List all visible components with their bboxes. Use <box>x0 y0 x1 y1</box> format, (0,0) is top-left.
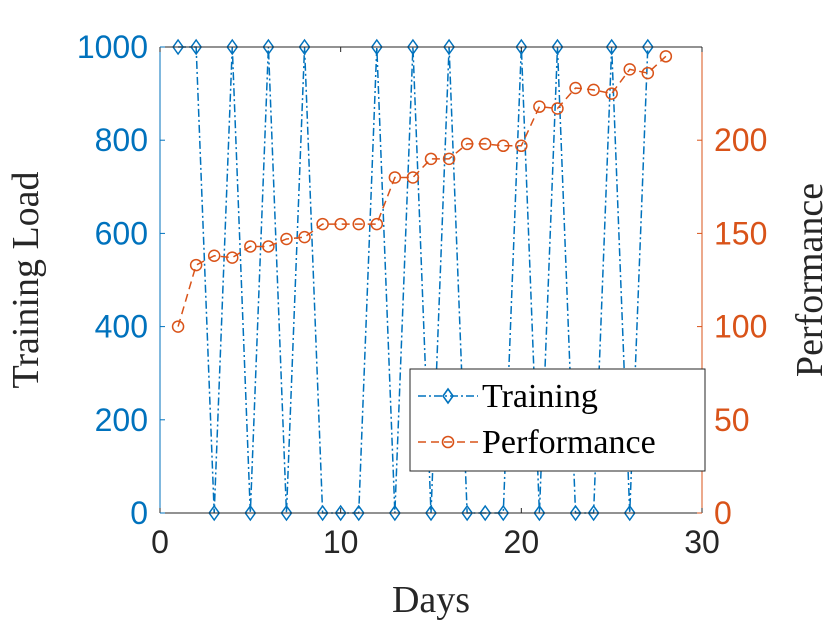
performance-point <box>280 232 293 246</box>
performance-point <box>226 251 239 264</box>
performance-point <box>370 217 384 231</box>
training-point <box>388 504 401 522</box>
training-point <box>479 504 492 522</box>
y-axis-left-label: Training Load <box>5 171 47 388</box>
performance-point <box>659 50 673 63</box>
training-point <box>425 504 437 522</box>
training-point <box>515 38 528 56</box>
performance-point <box>244 240 257 253</box>
performance-point <box>406 171 420 184</box>
performance-point <box>352 217 365 231</box>
training-point <box>172 38 184 56</box>
training-point <box>461 504 474 522</box>
legend-box <box>409 368 706 472</box>
performance-point <box>533 100 546 113</box>
training-point <box>569 504 582 522</box>
x-axis-label: Days <box>392 579 470 621</box>
legend-training-diamond <box>442 387 454 405</box>
legend: Training Performance <box>409 368 706 472</box>
y-left-tick-label: 0 <box>130 495 148 531</box>
legend-performance-circle <box>441 435 455 449</box>
training-point <box>190 38 203 56</box>
performance-point <box>388 171 402 184</box>
x-tick-label: 20 <box>504 524 540 560</box>
performance-point <box>316 217 329 231</box>
training-series-line <box>178 46 649 514</box>
x-tick-label: 30 <box>684 524 720 560</box>
performance-point <box>497 139 510 153</box>
performance-point <box>334 217 347 231</box>
performance-point <box>515 139 528 153</box>
training-point <box>443 38 455 56</box>
training-point <box>533 504 546 522</box>
y-right-tick-label: 50 <box>714 402 750 438</box>
y-axis-right-label: Performance <box>789 183 831 377</box>
legend-training-label: Training <box>482 378 598 415</box>
performance-point <box>551 102 564 115</box>
y-right-tick-label: 100 <box>714 309 767 345</box>
performance-point <box>442 152 456 166</box>
training-point <box>551 38 564 56</box>
training-point <box>280 504 293 522</box>
y-right-tick-label: 0 <box>714 495 732 531</box>
training-point <box>298 38 311 56</box>
training-point <box>605 38 618 56</box>
y-right-tick-label: 200 <box>714 122 767 158</box>
training-point <box>244 504 257 522</box>
performance-point <box>569 81 582 95</box>
performance-point <box>587 83 600 97</box>
training-point <box>407 38 419 56</box>
training-point <box>226 38 239 56</box>
y-left-tick-label: 400 <box>95 309 148 345</box>
performance-point <box>171 320 185 333</box>
training-point <box>497 504 510 522</box>
training-point <box>370 38 383 56</box>
y-left-tick-label: 600 <box>95 215 148 251</box>
performance-point <box>298 230 311 244</box>
y-left-tick-label: 800 <box>95 122 148 158</box>
performance-point <box>207 249 221 263</box>
x-tick-label: 10 <box>323 524 359 560</box>
training-point <box>623 504 636 522</box>
training-point <box>641 38 654 56</box>
y-right-tick-label: 150 <box>714 215 767 251</box>
performance-point <box>189 258 203 272</box>
performance-point <box>478 137 492 151</box>
y-left-tick-label: 1000 <box>77 29 148 65</box>
training-point <box>352 504 365 522</box>
performance-series-line <box>177 55 667 327</box>
training-point <box>262 38 275 56</box>
performance-point <box>424 152 438 166</box>
performance-point <box>460 137 474 151</box>
training-point <box>208 504 221 522</box>
training-point <box>334 504 347 522</box>
performance-point <box>262 240 275 253</box>
legend-performance-label: Performance <box>482 424 656 461</box>
x-tick-label: 0 <box>151 524 169 560</box>
training-point <box>316 504 329 522</box>
performance-point <box>605 87 618 100</box>
performance-point <box>623 63 636 76</box>
performance-point <box>641 66 655 80</box>
training-point <box>587 504 600 522</box>
y-left-tick-label: 200 <box>95 402 148 438</box>
